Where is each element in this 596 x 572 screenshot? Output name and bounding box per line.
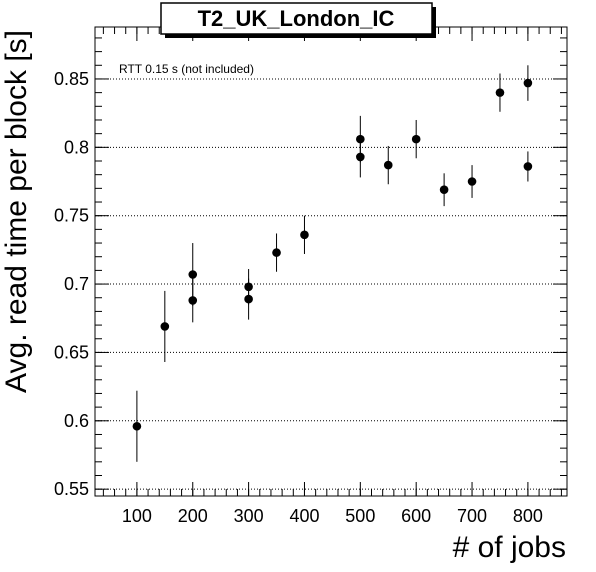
x-tick-label: 200 (178, 506, 208, 526)
data-point (467, 177, 477, 186)
data-points (132, 65, 533, 462)
title-box: T2_UK_London_IC (160, 2, 436, 38)
data-point (411, 134, 421, 144)
y-tick-label: 0.55 (54, 479, 89, 499)
annotation-rtt: RTT 0.15 s (not included) (119, 62, 254, 76)
y-tick-label: 0.65 (54, 342, 89, 362)
data-point (356, 152, 365, 162)
x-tick-label: 400 (289, 506, 319, 526)
x-tick-label: 300 (234, 506, 264, 526)
x-axis-title: # of jobs (453, 531, 566, 564)
x-tick-label: 100 (122, 506, 152, 526)
data-point (495, 88, 505, 97)
data-point (132, 421, 142, 431)
x-tick-label: 600 (401, 506, 431, 526)
title-box-frame (160, 2, 433, 35)
y-tick-label: 0.8 (64, 137, 89, 157)
y-tick-label: 0.75 (54, 206, 89, 226)
data-point (523, 78, 533, 88)
axis-ticks: 0.55 0.6 0.65 0.7 0.75 0.8 0.85 100 200 300 400 500… (54, 27, 567, 526)
data-point (188, 270, 198, 279)
chart-title: T2_UK_London_IC (198, 6, 395, 31)
data-point (383, 160, 393, 170)
data-point (244, 294, 253, 304)
y-tick-label: 0.6 (64, 411, 89, 431)
data-point (300, 230, 309, 240)
y-axis-title: Avg. read time per block [s] (0, 30, 33, 393)
data-point (188, 296, 198, 305)
y-tick-label: 0.85 (54, 69, 89, 89)
y-tick-label: 0.7 (64, 274, 89, 294)
x-tick-label: 700 (457, 506, 487, 526)
data-point (439, 185, 449, 195)
x-tick-label: 500 (345, 506, 375, 526)
x-tick-label: 800 (513, 506, 543, 526)
data-point (272, 248, 281, 257)
data-point (523, 162, 533, 171)
data-point (160, 322, 170, 331)
grid-lines (95, 78, 567, 490)
